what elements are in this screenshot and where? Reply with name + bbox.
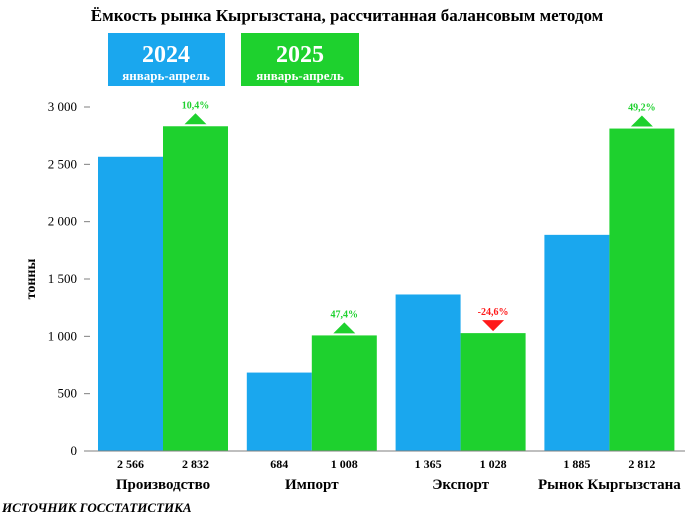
category-label: Рынок Кыргызстана (538, 477, 681, 493)
y-tick-label: 3 000 (48, 99, 77, 114)
value-label-2024: 1 365 (415, 457, 442, 471)
change-label: 49,2% (628, 103, 656, 114)
legend-item-2025: 2025 январь-апрель (241, 33, 359, 86)
value-label-2024: 2 566 (117, 457, 144, 471)
legend-year-2024: 2024 (142, 42, 190, 68)
bar-2025 (609, 128, 675, 452)
value-label-2025: 2 812 (628, 457, 655, 471)
legend: 2024 январь-апрель 2025 январь-апрель (108, 33, 359, 86)
value-label-2024: 684 (270, 457, 288, 471)
y-axis-label: тонны (24, 259, 39, 300)
bar-2025 (163, 126, 228, 451)
y-tick-label: 1 500 (48, 271, 77, 286)
bar-2024 (246, 372, 312, 451)
legend-swatch-2025 (241, 33, 359, 86)
change-arrow-down (482, 320, 505, 332)
y-tick-label: 2 000 (48, 214, 77, 229)
legend-swatch-2024 (108, 33, 225, 86)
legend-year-2025: 2025 (276, 42, 324, 68)
y-tick-label: 500 (58, 386, 78, 401)
value-label-2025: 1 028 (480, 457, 507, 471)
chart-title: Ёмкость рынка Кыргызстана, рассчитанная … (91, 6, 604, 25)
bar-2024 (98, 156, 163, 452)
x-axis: 2 566 2 832 Производство 684 1 008 Импорт 1 36… (116, 457, 681, 493)
legend-period-2024: январь-апрель (122, 68, 210, 83)
change-label: -24,6% (478, 307, 509, 318)
change-label: 47,4% (331, 309, 359, 320)
source-note: ИСТОЧНИК ГОССТАТИСТИКА (1, 500, 192, 515)
bar-2024 (395, 294, 461, 451)
legend-item-2024: 2024 январь-апрель (108, 33, 225, 86)
y-axis: 0 500 1 000 1 500 2 000 2 500 3 000 (48, 99, 90, 458)
bar-2025 (460, 333, 526, 451)
category-label: Производство (116, 477, 210, 493)
y-tick-label: 2 500 (48, 156, 77, 171)
change-label: 10,4% (182, 100, 210, 111)
bar-2024 (544, 234, 610, 451)
y-tick-label: 1 000 (48, 328, 77, 343)
plot-area: 10,4% 47,4% -24,6% 49,2% (98, 100, 675, 452)
y-tick-label: 0 (71, 443, 78, 458)
change-arrow-up (630, 115, 653, 127)
legend-period-2025: январь-апрель (256, 68, 344, 83)
bar-2025 (311, 335, 377, 451)
value-label-2025: 2 832 (182, 457, 209, 471)
category-label: Импорт (285, 477, 339, 493)
change-arrow-up (184, 113, 207, 125)
value-label-2025: 1 008 (331, 457, 358, 471)
category-label: Экспорт (432, 477, 489, 493)
change-arrow-up (333, 322, 356, 334)
value-label-2024: 1 885 (563, 457, 590, 471)
